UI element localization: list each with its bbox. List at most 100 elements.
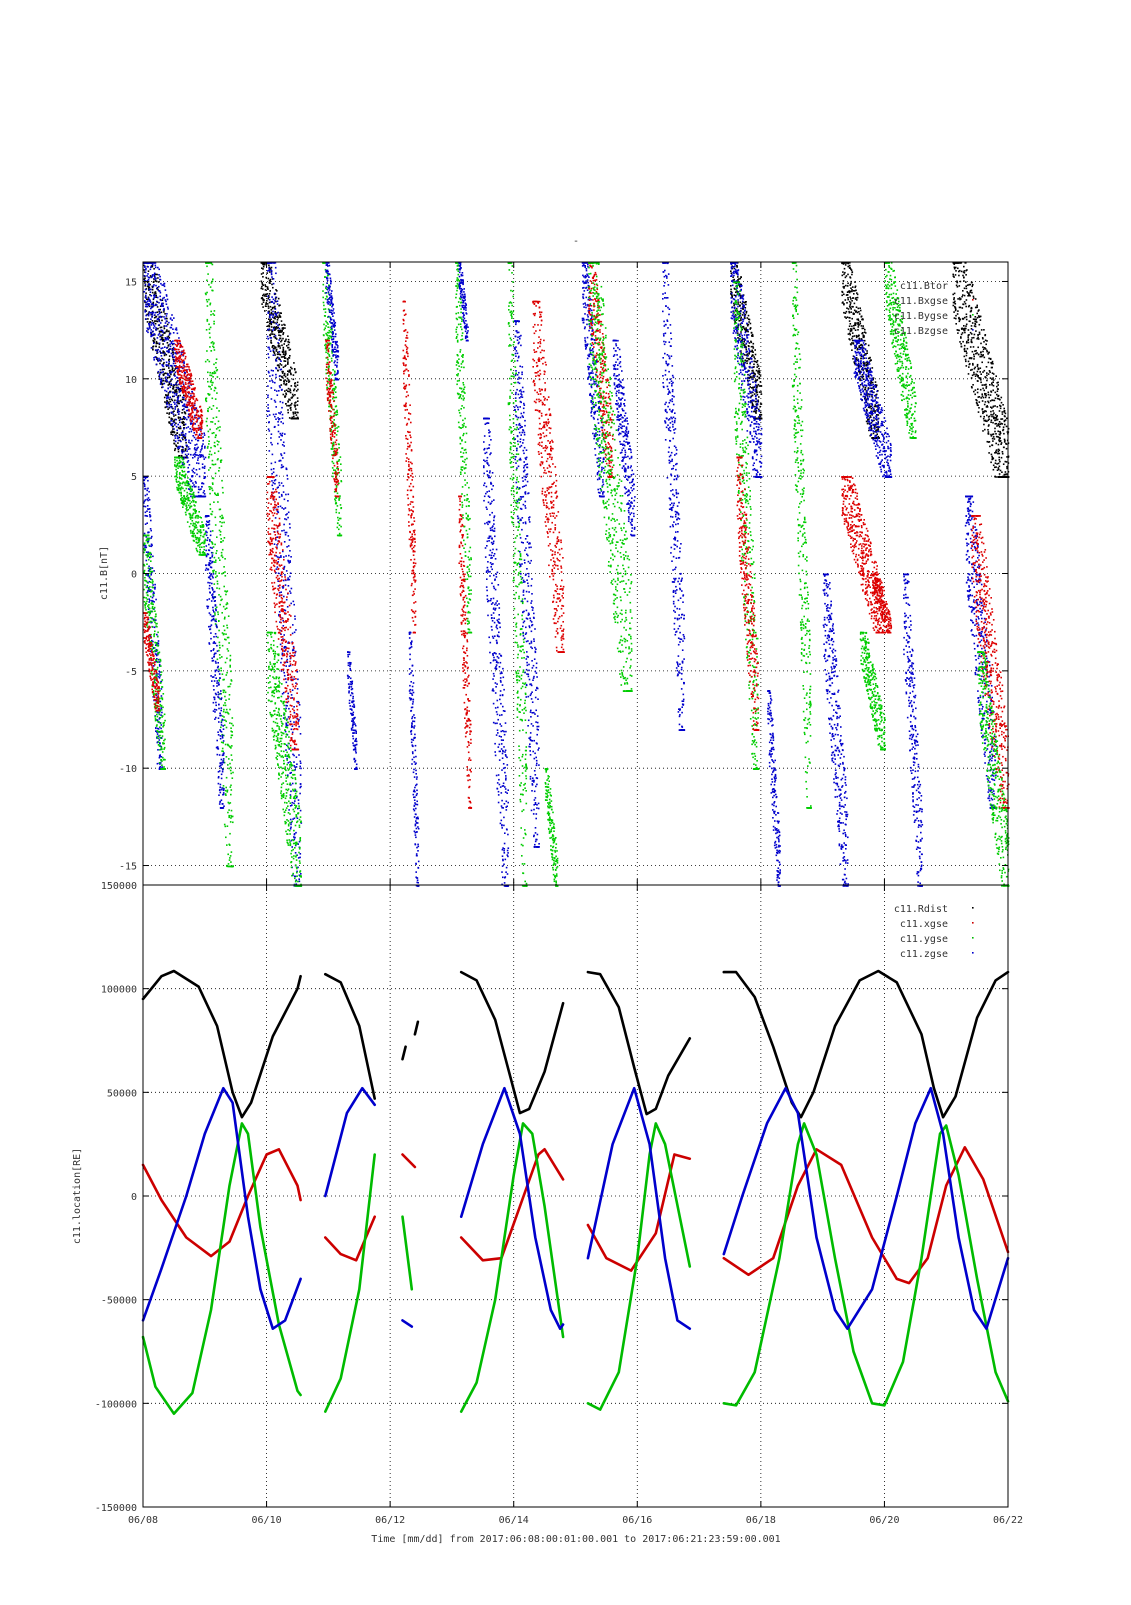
magnetic-field-point — [148, 315, 150, 317]
magnetic-field-point — [212, 589, 214, 591]
magnetic-field-point — [221, 525, 223, 527]
magnetic-field-point — [161, 352, 163, 354]
magnetic-field-point — [162, 715, 164, 717]
magnetic-field-point — [174, 424, 176, 426]
magnetic-field-point — [199, 406, 201, 408]
magnetic-field-point — [215, 464, 217, 466]
magnetic-field-point — [270, 306, 272, 308]
magnetic-field-point — [271, 469, 273, 471]
magnetic-field-point — [171, 418, 173, 420]
magnetic-field-point — [178, 457, 180, 459]
magnetic-field-point — [215, 372, 217, 374]
magnetic-field-point — [278, 492, 280, 494]
magnetic-field-point — [209, 454, 211, 456]
magnetic-field-point — [294, 616, 296, 618]
magnetic-field-point — [269, 282, 271, 284]
magnetic-field-point — [160, 279, 162, 281]
magnetic-field-point — [184, 372, 186, 374]
magnetic-field-point — [183, 467, 185, 469]
magnetic-field-point — [183, 367, 185, 369]
magnetic-field-point — [266, 272, 268, 274]
magnetic-field-point — [194, 432, 196, 434]
magnetic-field-point — [283, 672, 285, 674]
magnetic-field-point — [161, 759, 163, 761]
magnetic-field-point — [280, 617, 282, 619]
magnetic-field-point — [176, 460, 178, 462]
magnetic-field-point — [218, 620, 220, 622]
magnetic-field-point — [192, 482, 194, 484]
magnetic-field-point — [288, 494, 290, 496]
magnetic-field-point — [186, 405, 188, 407]
magnetic-field-point — [209, 346, 211, 348]
magnetic-field-point — [171, 424, 173, 426]
magnetic-field-point — [160, 737, 162, 739]
magnetic-field-point — [282, 423, 284, 425]
magnetic-field-point — [286, 384, 288, 386]
magnetic-field-point — [173, 359, 175, 361]
magnetic-field-point — [297, 418, 299, 420]
magnetic-field-point — [283, 585, 285, 587]
magnetic-field-point — [187, 500, 189, 502]
magnetic-field-point — [298, 803, 300, 805]
magnetic-field-point — [279, 485, 281, 487]
magnetic-field-point — [144, 546, 146, 548]
magnetic-field-point — [153, 620, 155, 622]
magnetic-field-point — [147, 617, 149, 619]
magnetic-field-point — [190, 518, 192, 520]
magnetic-field-point — [210, 421, 212, 423]
magnetic-field-point — [216, 407, 218, 409]
magnetic-field-point — [218, 572, 220, 574]
magnetic-field-point — [275, 273, 277, 275]
magnetic-field-point — [192, 412, 194, 414]
magnetic-field-point — [163, 311, 165, 313]
magnetic-field-point — [294, 837, 296, 839]
magnetic-field-point — [287, 500, 289, 502]
magnetic-field-point — [297, 404, 299, 406]
magnetic-field-point — [283, 332, 285, 334]
magnetic-field-point — [145, 295, 147, 297]
magnetic-field-point — [148, 305, 150, 307]
magnetic-field-point — [189, 448, 191, 450]
magnetic-field-point — [154, 314, 156, 316]
magnetic-field-point — [283, 485, 285, 487]
magnetic-field-point — [209, 520, 211, 522]
magnetic-field-point — [280, 439, 282, 441]
magnetic-field-point — [222, 725, 224, 727]
magnetic-field-point — [220, 710, 222, 712]
magnetic-field-point — [207, 359, 209, 361]
magnetic-field-point — [270, 442, 272, 444]
magnetic-field-point — [282, 433, 284, 435]
magnetic-field-point — [212, 373, 214, 375]
magnetic-field-point — [173, 415, 175, 417]
magnetic-field-point — [149, 511, 151, 513]
magnetic-field-point — [160, 705, 162, 707]
magnetic-field-point — [222, 768, 224, 770]
magnetic-field-point — [207, 599, 209, 601]
magnetic-field-point — [144, 500, 146, 502]
magnetic-field-point — [218, 410, 220, 412]
magnetic-field-point — [189, 405, 191, 407]
magnetic-field-point — [182, 399, 184, 401]
magnetic-field-point — [277, 300, 279, 302]
magnetic-field-point — [218, 777, 220, 779]
magnetic-field-point — [205, 361, 207, 363]
magnetic-field-point — [206, 425, 208, 427]
magnetic-field-point — [287, 361, 289, 363]
magnetic-field-point — [155, 705, 157, 707]
magnetic-field-point — [143, 480, 145, 482]
magnetic-field-point — [221, 731, 223, 733]
magnetic-field-point — [216, 587, 218, 589]
magnetic-field-point — [276, 593, 278, 595]
magnetic-field-point — [284, 327, 286, 329]
magnetic-field-point — [282, 338, 284, 340]
magnetic-field-point — [289, 576, 291, 578]
magnetic-field-point — [218, 680, 220, 682]
magnetic-field-point — [157, 763, 159, 765]
magnetic-field-point — [156, 301, 158, 303]
magnetic-field-point — [166, 362, 168, 364]
magnetic-field-point — [171, 365, 173, 367]
magnetic-field-point — [158, 269, 160, 271]
magnetic-field-point — [212, 554, 214, 556]
magnetic-field-point — [159, 739, 161, 741]
magnetic-field-point — [194, 389, 196, 391]
